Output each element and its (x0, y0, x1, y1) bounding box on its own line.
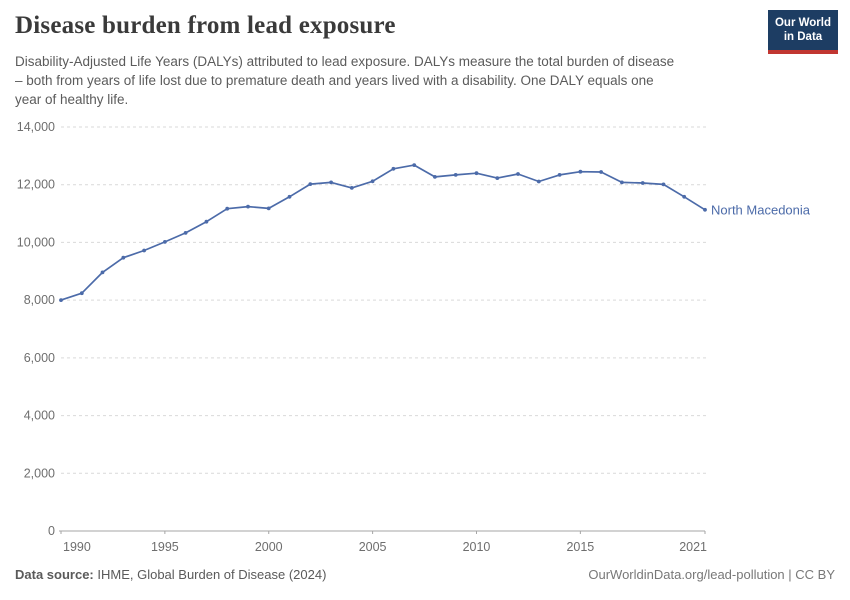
subtitle-line: year of healthy life. (15, 92, 129, 107)
data-point[interactable] (183, 231, 188, 235)
data-point[interactable] (225, 206, 230, 211)
x-tick-label: 1990 (63, 540, 91, 554)
x-tick-label: 2005 (359, 540, 387, 554)
data-point[interactable] (578, 169, 583, 174)
y-tick-label: 10,000 (17, 235, 55, 249)
data-point[interactable] (640, 181, 645, 185)
credit-link[interactable]: OurWorldinData.org/lead-pollution | CC B… (588, 567, 835, 582)
data-point[interactable] (516, 172, 520, 176)
data-source-label: Data source: (15, 567, 94, 582)
data-point[interactable] (391, 166, 396, 171)
x-tick-label: 2010 (463, 540, 491, 554)
data-point[interactable] (453, 173, 458, 177)
x-tick-label: 2021 (679, 540, 707, 554)
data-source-value: IHME, Global Burden of Disease (2024) (93, 567, 327, 582)
logo-text-line1: Our World (774, 17, 831, 29)
y-tick-label: 2,000 (24, 466, 55, 480)
data-point[interactable] (433, 175, 437, 179)
page-title: Disease burden from lead exposure (15, 12, 396, 39)
subtitle-line: – both from years of life lost due to pr… (15, 73, 654, 88)
y-tick-label: 8,000 (24, 293, 55, 307)
data-point[interactable] (266, 206, 271, 211)
x-tick-label: 1995 (151, 540, 179, 554)
data-point[interactable] (536, 179, 541, 184)
data-point[interactable] (682, 194, 687, 199)
data-point[interactable] (495, 176, 500, 180)
data-point[interactable] (121, 255, 126, 260)
logo-text-line2: in Data (783, 30, 823, 43)
y-tick-label: 6,000 (24, 351, 55, 365)
data-point[interactable] (79, 291, 84, 296)
subtitle-line: Disability-Adjusted Life Years (DALYs) a… (15, 54, 675, 69)
data-point[interactable] (142, 248, 147, 253)
data-point[interactable] (661, 182, 666, 187)
logo-red-stripe (768, 50, 838, 54)
data-point[interactable] (329, 180, 333, 185)
y-tick-label: 0 (48, 524, 55, 538)
chart-area[interactable]: 0 2,000 4,000 6,000 8,000 10,000 12,000 14,000 1… (0, 115, 850, 565)
x-tick-label: 2015 (566, 540, 594, 554)
x-tick-label: 2000 (255, 540, 283, 554)
y-tick-label: 14,000 (17, 120, 55, 134)
data-point[interactable] (59, 298, 63, 302)
data-point[interactable] (474, 171, 479, 176)
data-point[interactable] (100, 270, 105, 275)
data-point[interactable] (308, 182, 313, 186)
data-point[interactable] (557, 173, 562, 177)
data-point[interactable] (703, 207, 707, 212)
chart-subtitle: Disability-Adjusted Life Years (DALYs) a… (15, 52, 674, 109)
data-point[interactable] (246, 204, 250, 209)
data-source: Data source: IHME, Global Burden of Dise… (15, 567, 326, 582)
data-point[interactable] (370, 179, 375, 184)
line-chart[interactable]: 0 2,000 4,000 6,000 8,000 10,000 12,000 14,000 1… (0, 115, 850, 565)
data-line[interactable] (60, 164, 706, 301)
data-point[interactable] (412, 163, 417, 167)
y-tick-label: 12,000 (17, 178, 55, 192)
data-point[interactable] (204, 219, 209, 224)
y-tick-label: 4,000 (24, 409, 55, 423)
data-point[interactable] (599, 170, 603, 174)
series-label[interactable]: North Macedonia (711, 202, 811, 217)
data-point[interactable] (287, 194, 292, 199)
data-point[interactable] (349, 186, 354, 190)
data-point[interactable] (620, 180, 624, 185)
chart-footer: Data source: IHME, Global Burden of Dise… (15, 567, 835, 582)
owid-logo[interactable]: Our World in Data (768, 10, 838, 54)
data-point[interactable] (163, 240, 167, 244)
